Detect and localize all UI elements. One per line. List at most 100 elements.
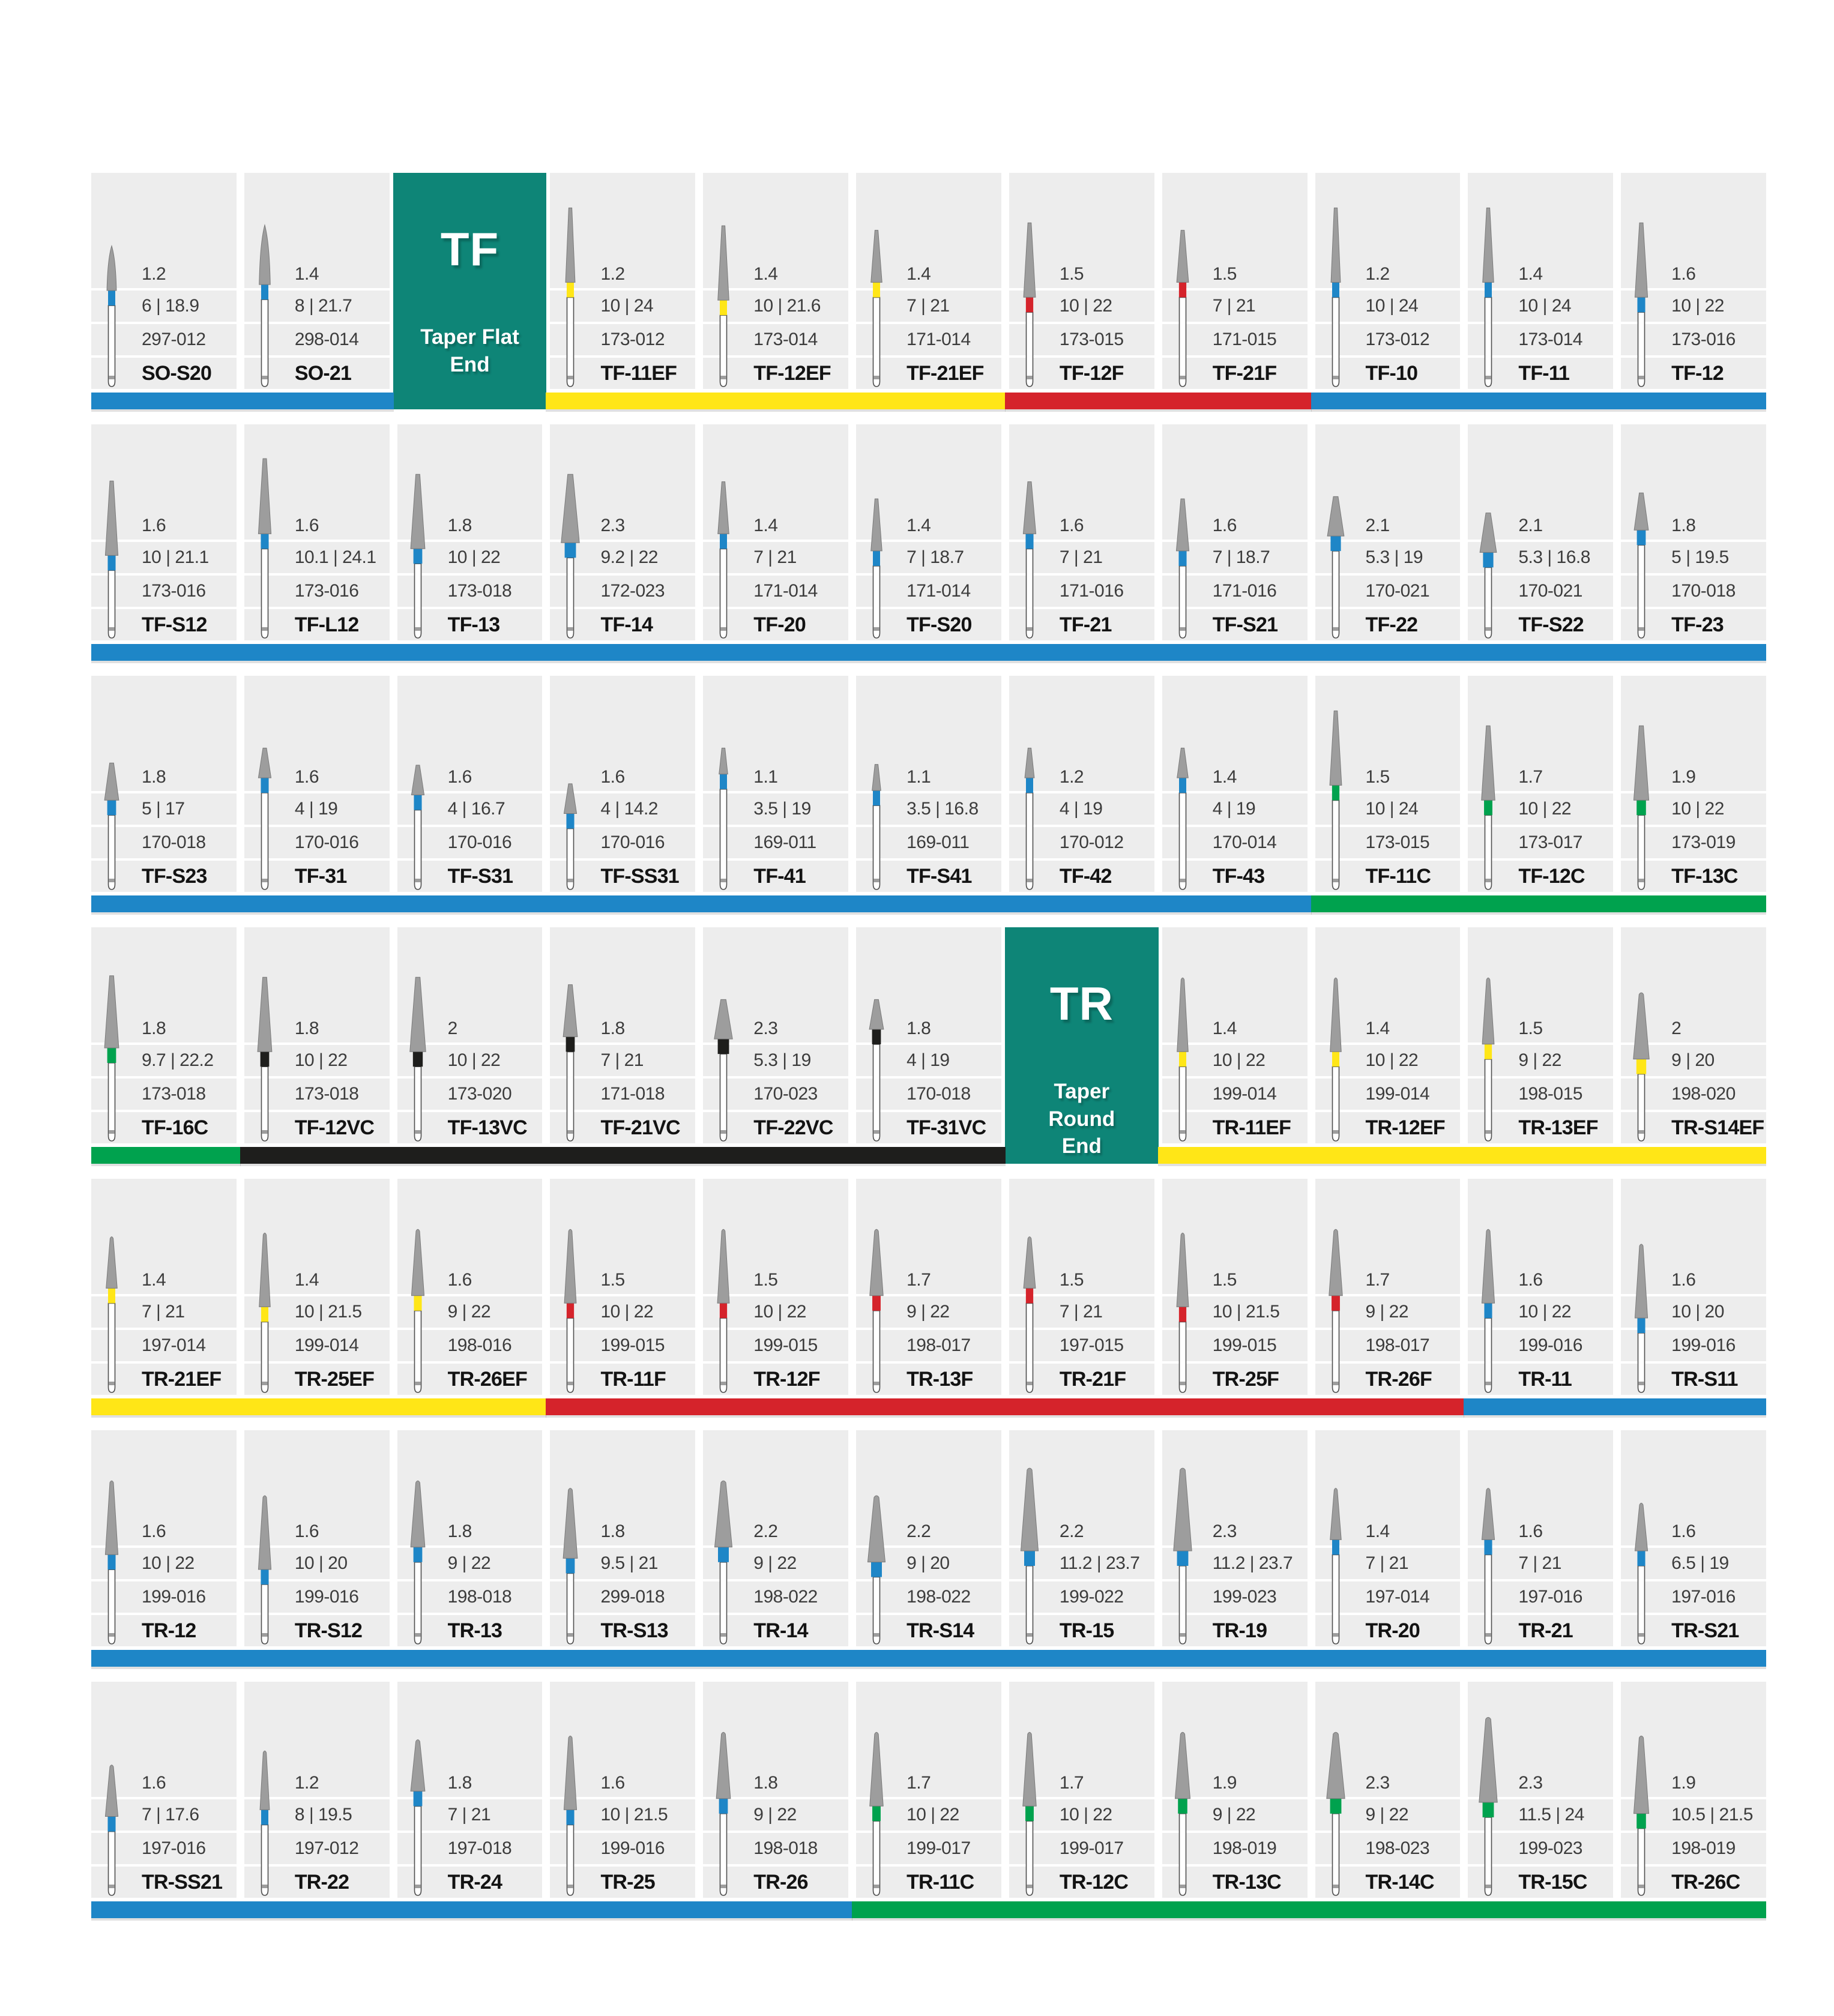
product-name: TF-31VC	[906, 1116, 986, 1139]
cell-image-section: 1.7	[1315, 1179, 1461, 1294]
diameter-value: 2.1	[1365, 516, 1390, 535]
bur-shank	[719, 548, 728, 639]
product-name: TR-S21	[1671, 1619, 1739, 1642]
product-cell: 1.2 10 | 24 173-012 TF-10	[1315, 173, 1461, 389]
bur-illustration-icon	[1329, 710, 1342, 890]
cell-iso-section: 198-015	[1468, 1079, 1614, 1110]
cell-image-section: 1.6	[550, 676, 696, 791]
bur-illustration-icon	[258, 458, 271, 639]
grit-color-band	[1178, 778, 1186, 793]
cell-name-section: TR-S13	[550, 1615, 696, 1646]
cell-image-section: 1.5	[1009, 173, 1154, 288]
bur-head-shape	[1176, 977, 1189, 1052]
dimensions-value: 8 | 19.5	[294, 1805, 352, 1825]
cell-image-section: 1.6	[550, 1682, 696, 1797]
grit-color-band	[1330, 536, 1341, 552]
bur-shank	[414, 563, 421, 639]
bur-head-shape	[1479, 1717, 1498, 1803]
shank-ring	[567, 376, 574, 379]
shank-ring	[262, 1130, 268, 1134]
bur-illustration-icon	[259, 223, 271, 387]
cell-iso-section: 170-021	[1468, 576, 1614, 607]
diameter-value: 1.6	[1059, 516, 1084, 535]
grit-color-band	[1025, 534, 1034, 549]
cell-dims-section: 7 | 18.7	[1162, 542, 1308, 573]
cell-iso-section: 199-017	[1009, 1833, 1154, 1864]
product-cell: 1.1 3.5 | 19 169-011 TF-41	[703, 676, 849, 892]
cell-dims-section: 4 | 19	[244, 793, 390, 825]
product-row: 1.4 7 | 21 197-014 TR-21EF 1.4 10 | 21.5 199-0…	[91, 1179, 1766, 1415]
grit-color-bar	[546, 393, 1006, 409]
dimensions-value: 9.5 | 21	[600, 1553, 658, 1573]
grit-color-band	[720, 300, 728, 316]
product-name: TF-L12	[294, 613, 359, 636]
iso-code: 173-018	[142, 1084, 206, 1104]
bur-head-shape	[872, 764, 881, 791]
bur-shank	[414, 1805, 421, 1896]
product-cell: 1.4 7 | 18.7 171-014 TF-S20	[856, 424, 1001, 640]
bur-shank	[1332, 550, 1339, 639]
product-name: TR-26C	[1671, 1870, 1740, 1894]
bur-shank	[261, 548, 269, 639]
cell-image-section: 1.5	[1315, 676, 1461, 791]
bur-shank	[1178, 1321, 1187, 1393]
bur-head-shape	[106, 1236, 118, 1289]
cell-name-section: TR-25EF	[244, 1364, 390, 1395]
product-name: TR-25	[600, 1870, 655, 1894]
product-cell: 1.6 6.5 | 19 197-016 TR-S21	[1621, 1430, 1766, 1646]
cell-dims-section: 5.3 | 19	[703, 1045, 849, 1076]
shank-ring	[1332, 879, 1339, 882]
bur-shank	[414, 1562, 421, 1644]
grit-color-bar	[1157, 1147, 1766, 1164]
cell-dims-section: 9.2 | 22	[550, 542, 696, 573]
dimensions-value: 9 | 22	[1365, 1805, 1409, 1825]
iso-code: 173-018	[447, 581, 512, 601]
grit-color-band	[108, 1288, 115, 1304]
diameter-value: 1.6	[447, 767, 472, 787]
grit-color-band	[1025, 297, 1034, 313]
cell-image-section: 1.8	[550, 927, 696, 1043]
bur-illustration-icon	[1327, 496, 1344, 639]
product-name: TF-13C	[1671, 864, 1738, 888]
iso-code: 197-016	[1518, 1587, 1582, 1607]
dimensions-value: 10 | 24	[1518, 296, 1572, 316]
product-name: TR-22	[294, 1870, 349, 1894]
diameter-value: 1.2	[1365, 264, 1390, 284]
grit-color-bar	[91, 1398, 547, 1415]
product-cell: 1.5 7 | 21 171-015 TF-21F	[1162, 173, 1308, 389]
bur-head-shape	[410, 1739, 426, 1792]
bur-shank	[719, 1053, 728, 1142]
product-cell: 1.6 10 | 21.1 173-016 TF-S12	[91, 424, 237, 640]
cell-iso-section: 173-014	[703, 324, 849, 355]
product-cell: 1.2 4 | 19 170-012 TF-42	[1009, 676, 1154, 892]
product-cell: 1.6 7 | 18.7 171-016 TF-S21	[1162, 424, 1308, 640]
bur-head-shape	[564, 783, 578, 814]
shank-ring	[873, 1382, 879, 1385]
cell-iso-section: 197-018	[397, 1833, 543, 1864]
cell-iso-section: 198-018	[703, 1833, 849, 1864]
iso-code: 199-016	[294, 1587, 359, 1607]
cell-dims-section: 10 | 24	[1315, 793, 1461, 825]
cell-iso-section: 171-018	[550, 1079, 696, 1110]
bur-illustration-icon	[563, 1488, 578, 1644]
iso-code: 198-016	[447, 1335, 512, 1355]
product-cell: 1.6 10 | 22 173-016 TF-12	[1621, 173, 1766, 389]
cell-dims-section: 10 | 22	[397, 1045, 543, 1076]
cell-name-section: TR-26EF	[397, 1364, 543, 1395]
grit-color-band	[720, 1303, 728, 1319]
bur-shank	[261, 792, 269, 890]
product-name: TF-23	[1671, 613, 1724, 636]
bur-illustration-icon	[1633, 1735, 1650, 1896]
product-cell: 1.6 10 | 20 199-016 TR-S12	[244, 1430, 390, 1646]
cell-dims-section: 10 | 22	[1621, 793, 1766, 825]
grit-color-band	[873, 282, 881, 298]
diameter-value: 1.6	[447, 1270, 472, 1290]
cell-iso-section: 173-018	[397, 576, 543, 607]
shank-ring	[1638, 1885, 1644, 1888]
grit-color-band	[414, 795, 422, 810]
bur-shank	[872, 805, 881, 890]
bur-shank	[1485, 567, 1492, 639]
diameter-value: 1.1	[753, 767, 778, 787]
cell-iso-section: 197-016	[1468, 1581, 1614, 1613]
iso-code: 172-023	[600, 581, 665, 601]
